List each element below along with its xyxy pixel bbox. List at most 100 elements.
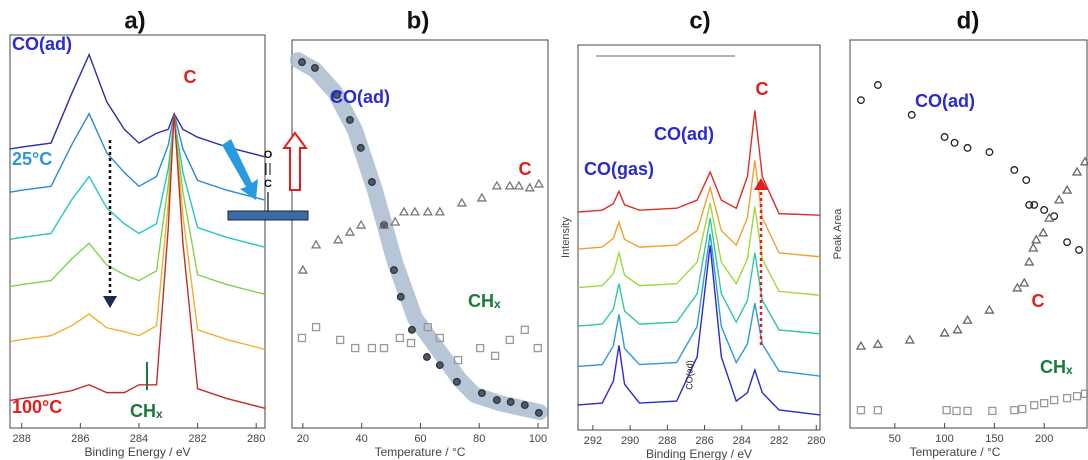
spectrum xyxy=(577,110,821,216)
point-circle xyxy=(452,377,461,386)
annotation: CO(gas) xyxy=(584,159,654,179)
point-square xyxy=(379,343,389,353)
point-square xyxy=(952,406,961,416)
point-triangle xyxy=(1071,166,1083,176)
panel-title: b) xyxy=(407,7,430,34)
x-tick-label: 100 xyxy=(529,433,547,445)
x-tick-label: 150 xyxy=(985,433,1003,445)
point-triangle xyxy=(1019,277,1030,287)
point-triangle xyxy=(533,178,545,188)
point-square xyxy=(1018,404,1027,414)
point-triangle xyxy=(504,180,515,190)
point-triangle xyxy=(434,206,445,216)
x-tick-label: 80 xyxy=(473,433,485,445)
point-circle xyxy=(396,292,405,301)
point-triangle xyxy=(344,226,356,236)
point-triangle xyxy=(422,206,433,216)
x-tick-label: 282 xyxy=(770,435,788,447)
annotation: CO(ad) xyxy=(915,91,975,111)
x-tick-label: 20 xyxy=(297,433,309,445)
point-circle xyxy=(1063,238,1072,247)
point-circle xyxy=(422,353,431,361)
point-circle xyxy=(506,398,515,406)
spectrum xyxy=(577,245,821,416)
x-tick-label: 290 xyxy=(621,435,639,447)
x-axis-label: Temperature / °C xyxy=(910,445,1001,459)
annotation: CO(ad) xyxy=(330,87,390,107)
annotation: CHₓ xyxy=(468,291,501,311)
point-square xyxy=(435,333,444,343)
point-triangle xyxy=(524,182,535,192)
point-square xyxy=(367,343,377,353)
plot-frame xyxy=(577,44,821,431)
x-tick-label: 282 xyxy=(188,433,206,445)
x-tick-label: 284 xyxy=(130,433,148,445)
point-triangle xyxy=(1044,212,1055,222)
point-triangle xyxy=(872,338,884,348)
point-square xyxy=(395,333,405,343)
plot-frame xyxy=(9,34,266,429)
spectrum xyxy=(577,233,821,377)
x-tick-label: 280 xyxy=(247,433,265,445)
point-circle xyxy=(907,110,916,119)
point-circle xyxy=(407,325,416,334)
annotation: 100°C xyxy=(12,397,62,417)
point-square xyxy=(1010,406,1019,415)
annotation: CHₓ xyxy=(1040,357,1073,377)
point-square xyxy=(1080,389,1088,399)
point-circle xyxy=(1025,200,1034,209)
point-circle xyxy=(1022,176,1031,185)
point-triangle xyxy=(297,264,308,274)
spectrum xyxy=(9,113,266,410)
spectrum xyxy=(9,117,266,248)
point-circle xyxy=(1030,200,1039,209)
point-triangle xyxy=(390,216,401,226)
spectrum xyxy=(577,202,821,296)
point-circle xyxy=(435,361,444,370)
panel-title: c) xyxy=(689,7,710,34)
x-tick-label: 284 xyxy=(733,435,751,447)
point-circle xyxy=(492,396,501,405)
point-circle xyxy=(950,138,959,147)
annotation: CO(ad) xyxy=(12,34,72,54)
annotation: CO(ad) xyxy=(654,124,714,144)
point-circle xyxy=(298,58,306,67)
spectrum xyxy=(9,117,266,296)
spectrum xyxy=(9,112,266,201)
point-triangle xyxy=(904,334,915,344)
x-tick-label: 288 xyxy=(13,433,31,445)
point-triangle xyxy=(1038,227,1049,237)
point-circle xyxy=(390,266,398,275)
annotation: C xyxy=(519,159,532,179)
fit-band xyxy=(289,52,548,421)
point-square xyxy=(406,338,416,348)
point-triangle xyxy=(333,234,344,244)
point-square xyxy=(1072,392,1082,401)
point-circle xyxy=(985,148,994,157)
point-triangle xyxy=(491,180,502,190)
x-axis-label: Binding Energy / eV xyxy=(84,445,190,459)
point-triangle xyxy=(456,197,468,207)
surface xyxy=(227,210,309,221)
point-triangle xyxy=(939,327,950,337)
spectrum xyxy=(9,52,266,158)
point-triangle xyxy=(1061,184,1073,194)
spectrum xyxy=(577,218,821,335)
point-triangle xyxy=(962,314,973,324)
point-triangle xyxy=(1024,256,1035,266)
point-triangle xyxy=(984,304,995,314)
point-square xyxy=(490,351,500,360)
point-triangle xyxy=(952,324,963,334)
annotation: C xyxy=(184,67,197,87)
point-triangle xyxy=(398,206,410,216)
point-square xyxy=(1049,395,1059,405)
point-circle xyxy=(963,143,972,152)
point-circle xyxy=(345,115,354,124)
point-circle xyxy=(1010,166,1019,174)
x-tick-label: 286 xyxy=(695,435,713,447)
point-circle xyxy=(477,389,486,398)
x-tick-label: 292 xyxy=(584,435,602,447)
x-axis-label: Temperature / °C xyxy=(375,445,466,459)
point-circle xyxy=(367,178,376,186)
